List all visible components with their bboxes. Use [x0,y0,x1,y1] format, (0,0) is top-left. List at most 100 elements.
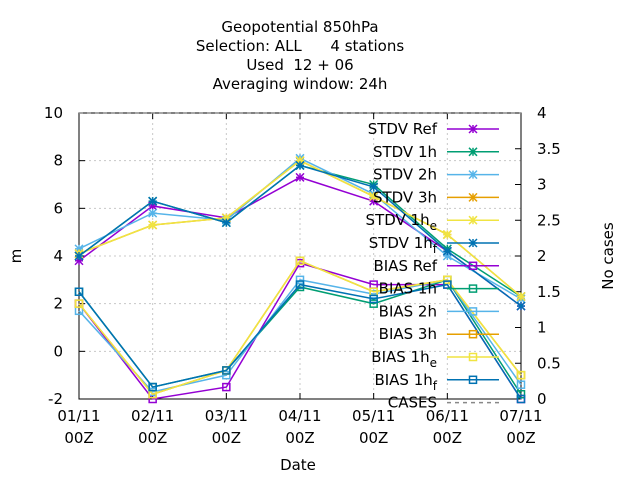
series-point [442,246,452,256]
y-tick-label: 4 [53,247,63,265]
legend-marker [468,238,478,248]
series-point [295,275,305,285]
series-point [148,382,157,392]
legend-label: STDV 1h [373,143,437,161]
legend-entry-3: STDV 2h [373,166,499,184]
axes: -2 0 2 4 6 8 10 0 0.5 1 1.5 2 2.5 3 3.5 4 01/11 00Z 02/11 0… [44,104,561,447]
legend-entry-6: STDV 1hf [369,234,499,256]
legend-marker [468,352,478,362]
series-point [74,251,84,261]
legend-label: CASES [388,394,437,412]
legend-label: STDV 3h [373,188,437,206]
y-tick-label: 6 [53,199,63,217]
legend-label: STDV 2h [373,166,437,184]
y-tick-label: 8 [53,152,63,170]
legend-label: BIAS 2h [379,302,437,320]
y2-axis-label: No cases [599,222,617,290]
legend-entry-5: STDV 1he [366,211,499,233]
legend-entry-12: BIAS 1hf [374,371,499,393]
series-point [222,382,231,392]
legend-marker [468,124,478,134]
series-point [295,256,305,266]
y2-tick-label: 2 [537,247,547,265]
title-line-4: Averaging window: 24h [213,75,388,93]
legend-label: STDV 1he [366,211,437,233]
series-point [222,370,231,380]
series-point [516,291,526,302]
x-tick-label-hour: 00Z [64,429,93,447]
series-point [442,230,452,240]
series-point [369,191,379,201]
series-point [516,394,526,404]
series-point [148,208,158,218]
x-tick-label: 03/11 [205,407,248,425]
x-tick-label-hour: 00Z [359,429,388,447]
legend-marker [468,170,478,180]
series-6 [74,160,526,311]
series-point [221,218,231,228]
series-point [295,160,305,170]
y2-tick-label: 3 [537,176,547,194]
chart-title: Geopotential 850hPa Selection: ALL 4 sta… [196,18,404,93]
y2-tick-label: 1.5 [537,283,561,301]
series-line [78,283,522,400]
legend-entry-8: BIAS 1h [379,280,499,298]
series-point [295,280,305,289]
title-line-1: Geopotential 850hPa [221,18,378,36]
y2-tick-label: 2.5 [537,211,561,229]
x-tick-label-hour: 00Z [212,429,241,447]
series-point [443,275,452,285]
y-tick-label: -2 [48,390,63,408]
series-point [295,172,305,182]
title-line-3: Used 12 + 06 [246,56,353,74]
title-line-2: Selection: ALL 4 stations [196,37,404,55]
legend-entry-1: STDV Ref [368,120,499,138]
legend-marker [468,329,478,339]
legend-marker [468,307,478,316]
series-point [516,380,526,389]
legend-entry-2: STDV 1h [373,143,499,161]
series-point [369,299,378,308]
legend-label: BIAS 1he [371,348,437,370]
series-point [369,294,378,304]
series-point [148,196,158,206]
legend-marker [468,375,478,385]
x-tick-label: 04/11 [278,407,321,425]
series-point [222,366,231,375]
x-axis-label: Date [280,456,316,474]
legend: STDV Ref STDV 1h STDV 2h STDV 3h STDV 1heSTD… [366,120,499,412]
legend-marker [468,261,478,271]
series-point [369,182,379,192]
legend-marker [468,215,478,225]
series-5 [74,156,526,302]
legend-entry-7: BIAS Ref [373,257,499,275]
y2-tick-label: 4 [537,104,547,122]
x-tick-label: 01/11 [57,407,100,425]
y2-tick-label: 1 [537,319,547,337]
legend-marker [468,147,478,157]
x-tick-label-hour: 00Z [433,429,462,447]
y2-tick-label: 0.5 [537,354,561,372]
x-tick-label: 07/11 [499,407,542,425]
series-point [516,370,526,380]
legend-label: BIAS 1h [379,280,437,298]
series-line [78,259,522,396]
legend-entry-13: CASES [388,394,499,412]
y-tick-label: 10 [44,104,63,122]
legend-marker [468,192,478,202]
series-point [148,220,158,230]
series-point [74,287,84,296]
legend-label: BIAS 1hf [374,371,437,393]
series-point [74,299,84,308]
x-tick-label: 06/11 [426,407,469,425]
y2-tick-label: 0 [537,390,547,408]
y-tick-label: 2 [53,295,63,313]
y-tick-label: 0 [53,342,63,360]
series-point [516,301,526,311]
legend-label: STDV Ref [368,120,438,138]
legend-marker [468,284,478,293]
x-tick-label-hour: 00Z [506,429,535,447]
legend-label: BIAS 3h [379,325,437,343]
legend-entry-10: BIAS 3h [379,325,499,343]
